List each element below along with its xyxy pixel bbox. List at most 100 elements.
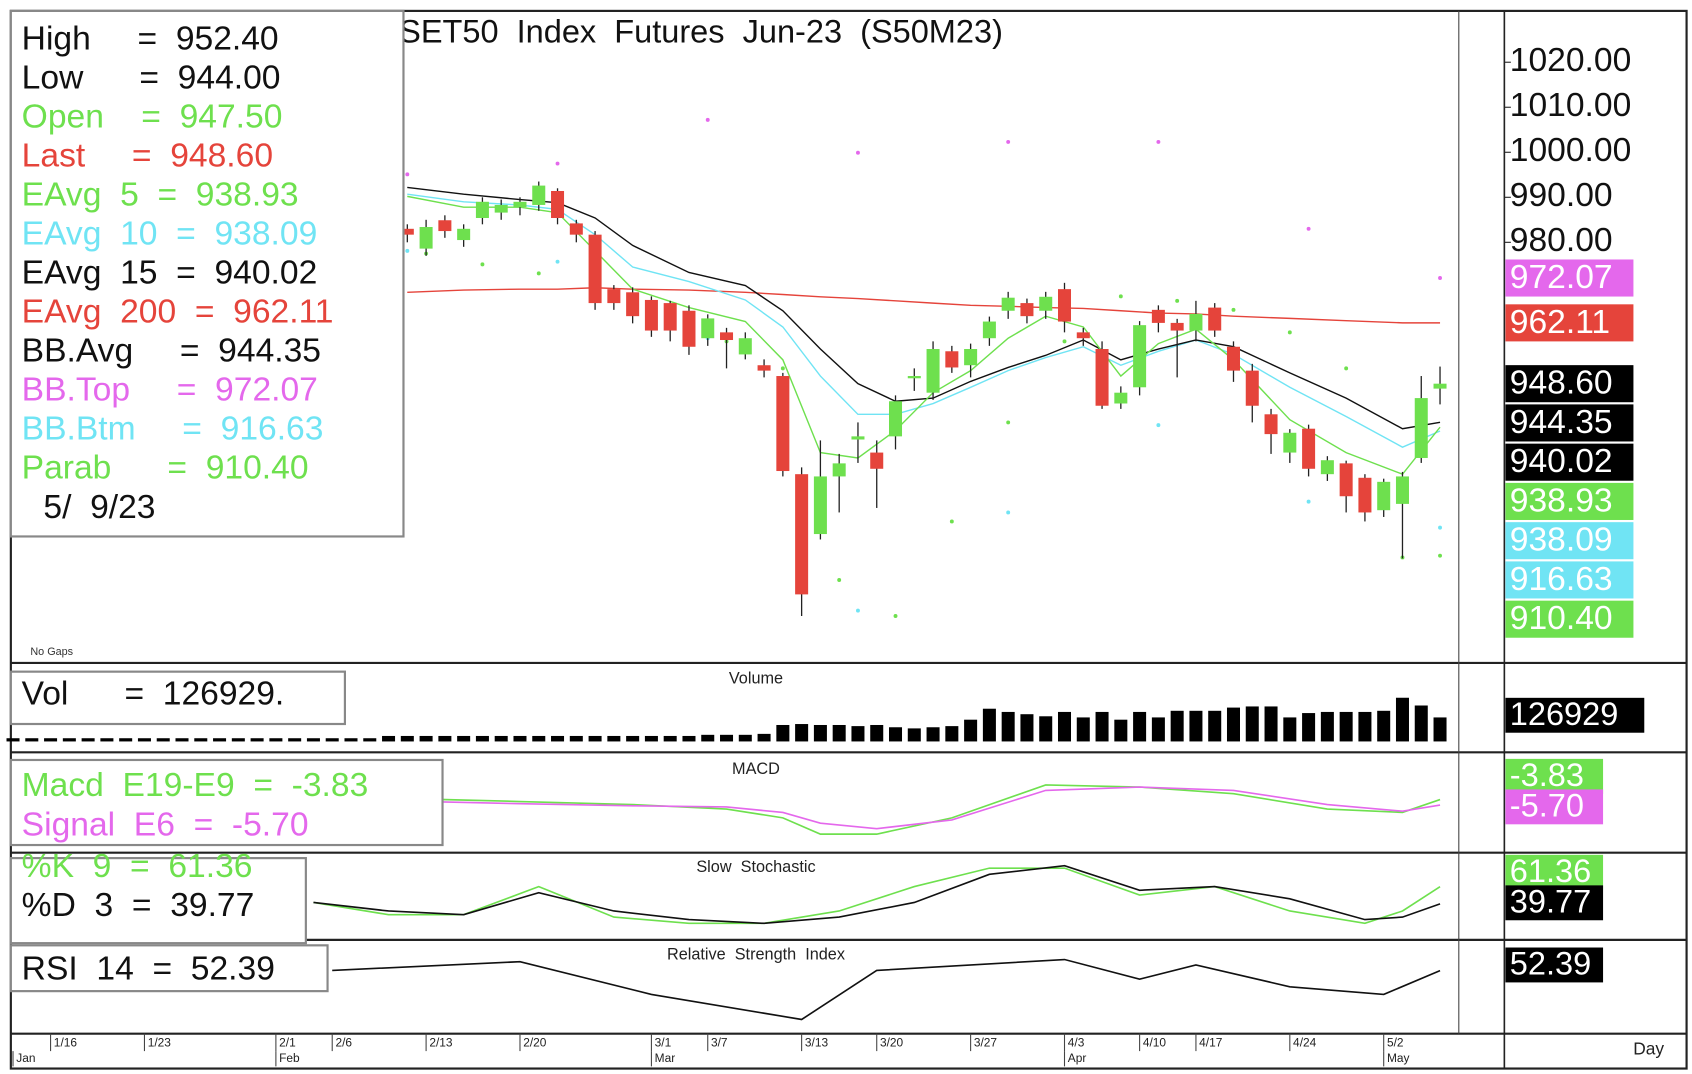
- volume-bar: [1414, 705, 1428, 742]
- indicator-dot: [1062, 339, 1067, 344]
- candle-body: [889, 401, 903, 437]
- panel-legend-box: [9, 944, 329, 993]
- volume-bar: [231, 738, 245, 742]
- volume-bar: [325, 738, 339, 742]
- panel-title: MACD: [732, 760, 780, 778]
- volume-bar: [870, 724, 884, 742]
- month-label: May: [1387, 1051, 1410, 1065]
- volume-bar: [100, 738, 114, 742]
- candle-body: [1320, 460, 1334, 475]
- x-tick-label: 3/27: [974, 1036, 998, 1050]
- x-tick-label: 4/3: [1068, 1036, 1085, 1050]
- indicator-dot: [1306, 226, 1311, 231]
- indicator-line: [426, 786, 1441, 830]
- indicator-dot: [1156, 423, 1161, 428]
- x-tick-label: 1/16: [54, 1036, 78, 1050]
- volume-bar: [288, 738, 302, 742]
- month-label: Feb: [279, 1051, 300, 1065]
- price-tag: [1505, 600, 1634, 638]
- volume-bar: [81, 738, 95, 742]
- volume-bar: [626, 735, 640, 742]
- panel-legend-entry: Vol = 126929.: [22, 674, 285, 712]
- candle-body: [1377, 481, 1391, 511]
- candle-body: [663, 303, 677, 331]
- price-tag: [1505, 522, 1634, 560]
- indicator-line: [313, 867, 1441, 925]
- value-tag-label: -5.70: [1510, 787, 1584, 824]
- volume-bar: [1095, 711, 1109, 742]
- x-tick-label: 3/7: [711, 1036, 728, 1050]
- volume-bar: [269, 738, 283, 742]
- indicator-dot: [705, 117, 710, 122]
- volume-bar: [701, 734, 715, 742]
- candle-body: [832, 463, 846, 477]
- candle-body: [1057, 289, 1072, 322]
- legend-entry: High = 952.40: [22, 19, 279, 57]
- candle-body: [1302, 428, 1316, 469]
- panel-title: Relative Strength Index: [667, 945, 845, 963]
- panel-legend-entry: Macd E19-E9 = -3.83: [22, 766, 369, 804]
- volume-bar: [62, 738, 76, 742]
- candle-body: [1208, 307, 1222, 331]
- candle-body: [457, 228, 471, 241]
- legend-entry: EAvg 15 = 940.02: [22, 253, 318, 291]
- indicator-dot: [1156, 139, 1161, 144]
- panel-legend-entry: Signal E6 = -5.70: [22, 805, 309, 843]
- indicator-dot: [949, 519, 954, 524]
- volume-bar: [551, 735, 565, 742]
- volume-bar: [1395, 697, 1409, 742]
- volume-bar: [795, 724, 809, 742]
- volume-bar: [682, 735, 696, 742]
- volume-bar: [945, 726, 959, 742]
- candle-body: [720, 332, 734, 341]
- candle-body: [813, 476, 827, 535]
- candle-body: [701, 318, 715, 339]
- x-tick-label: 2/13: [429, 1036, 453, 1050]
- indicator-line: [332, 958, 1441, 1021]
- volume-bar: [1433, 717, 1447, 742]
- legend-entry: BB.Avg = 944.35: [22, 331, 321, 369]
- legend-entry: EAvg 10 = 938.09: [22, 214, 318, 252]
- price-tag: [1505, 482, 1634, 520]
- volume-bar: [1076, 717, 1090, 742]
- x-tick-label: 2/1: [279, 1036, 296, 1050]
- x-tick-label: 2/20: [523, 1036, 547, 1050]
- candle-body: [438, 220, 452, 232]
- candle-body: [494, 204, 508, 213]
- volume-bar: [1189, 710, 1203, 742]
- volume-bar: [776, 724, 790, 742]
- value-tag-label: 126929: [1510, 695, 1619, 732]
- volume-bar: [1020, 714, 1034, 742]
- candle-body: [1395, 476, 1409, 504]
- volume-bar: [156, 738, 170, 742]
- candle-body: [776, 376, 790, 472]
- volume-bar: [194, 738, 208, 742]
- volume-bar: [475, 735, 489, 742]
- legend-entry: EAvg 200 = 962.11: [22, 292, 334, 330]
- indicator-dot: [1006, 510, 1011, 515]
- volume-bar: [137, 738, 151, 742]
- price-tag-label: 910.40: [1510, 599, 1613, 637]
- price-tag: [1505, 443, 1634, 481]
- panel-legend-entry: %D 3 = 39.77: [22, 886, 255, 924]
- value-tag: [1505, 789, 1604, 825]
- volume-bar: [1302, 713, 1316, 742]
- volume-bar: [1057, 711, 1072, 742]
- x-tick-label: 4/10: [1143, 1036, 1167, 1050]
- indicator-dot: [555, 259, 560, 264]
- volume-bar: [438, 735, 452, 742]
- candle-body: [513, 201, 527, 208]
- candle-body: [1133, 325, 1147, 388]
- volume-bar: [889, 727, 903, 742]
- value-tag-label: 61.36: [1510, 852, 1591, 889]
- price-tag-label: 938.93: [1510, 481, 1613, 519]
- volume-bar: [250, 738, 264, 742]
- candle-body: [926, 349, 940, 393]
- volume-bar: [213, 738, 227, 742]
- candle-body: [400, 228, 414, 235]
- indicator-dot: [780, 366, 785, 371]
- volume-bar: [419, 735, 433, 742]
- candle-body: [795, 474, 809, 595]
- volume-bar: [1377, 710, 1391, 742]
